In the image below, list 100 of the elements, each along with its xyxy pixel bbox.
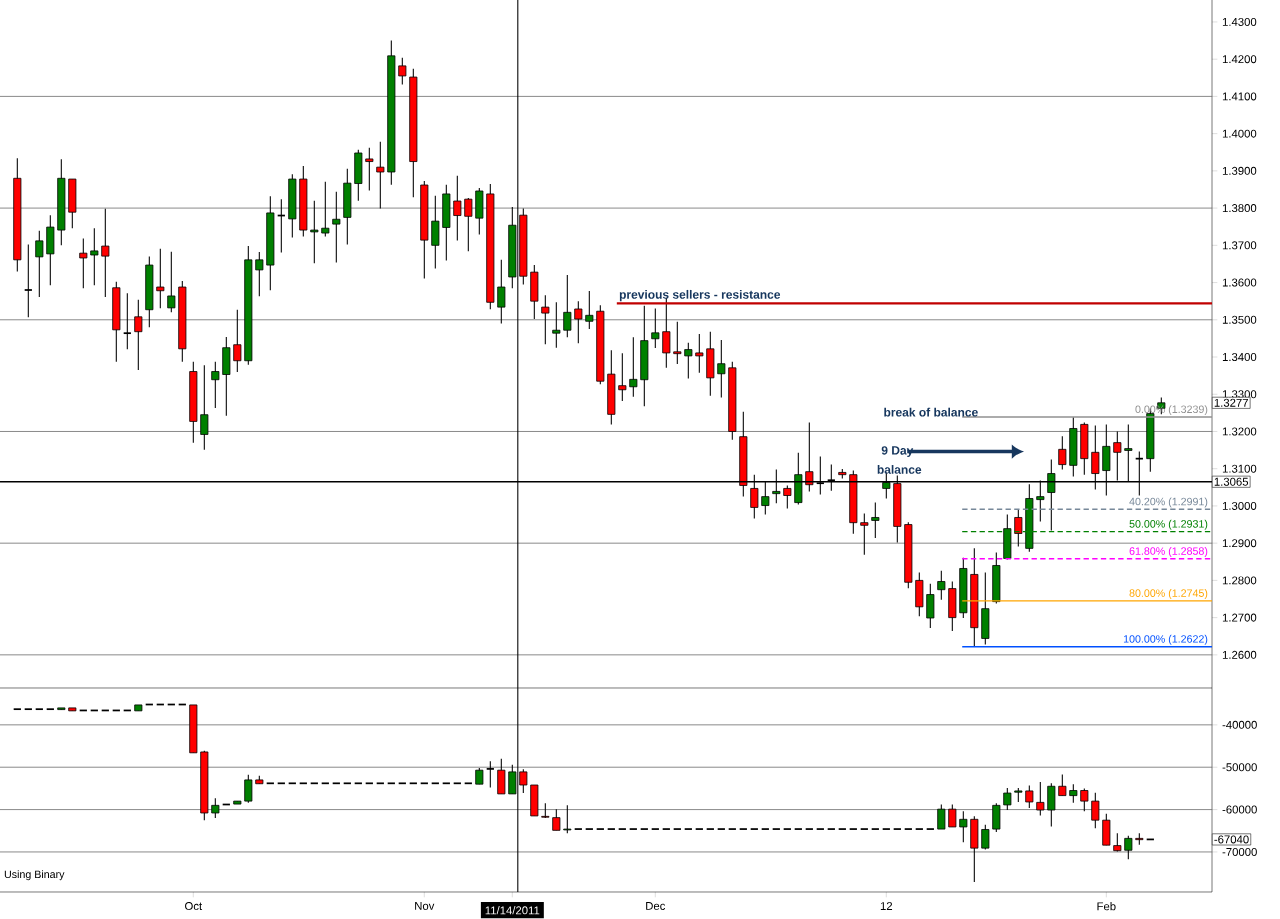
candlestick bbox=[244, 774, 253, 804]
y-tick-label: 1.2900 bbox=[1222, 539, 1257, 548]
candlestick bbox=[453, 175, 462, 242]
candlestick bbox=[860, 512, 869, 556]
y-tick-label: 1.3000 bbox=[1222, 501, 1257, 510]
ref-line-label: 1.3065 bbox=[1214, 477, 1249, 486]
x-tick-label: Feb bbox=[1097, 902, 1116, 911]
candlestick bbox=[684, 342, 693, 380]
candlestick bbox=[959, 810, 968, 843]
candlestick bbox=[497, 758, 506, 795]
y-tick-label: 1.4200 bbox=[1222, 55, 1257, 64]
candlestick bbox=[1003, 787, 1012, 811]
y-tick-label: 1.4000 bbox=[1222, 129, 1257, 138]
candlestick bbox=[376, 141, 385, 210]
ref-line-label: 40.20% (1.2991) bbox=[1129, 497, 1208, 508]
annotation: balance bbox=[877, 465, 922, 474]
candlestick bbox=[695, 333, 704, 374]
y-tick-label: 1.3200 bbox=[1222, 427, 1257, 436]
y-tick-label: -70000 bbox=[1222, 847, 1257, 856]
candlestick bbox=[618, 352, 627, 402]
candlestick bbox=[365, 147, 374, 192]
candlestick bbox=[552, 301, 561, 349]
candlestick bbox=[563, 804, 572, 834]
y-tick-label: 1.4100 bbox=[1222, 92, 1257, 101]
x-tick-label: 11/14/2011 bbox=[485, 906, 540, 915]
y-tick-label: -40000 bbox=[1222, 720, 1257, 729]
y-tick-label: 1.4300 bbox=[1222, 17, 1257, 26]
candlestick bbox=[200, 364, 209, 451]
y-tick-label: -60000 bbox=[1222, 805, 1257, 814]
y-tick-label: -50000 bbox=[1222, 763, 1257, 772]
ref-line-label: 100.00% (1.2622) bbox=[1123, 634, 1208, 645]
candlestick bbox=[1025, 784, 1034, 809]
y-tick-label: 1.3400 bbox=[1222, 353, 1257, 362]
annotation: break of balance bbox=[884, 407, 978, 417]
text: 1.3277 bbox=[1214, 398, 1248, 407]
candlestick bbox=[211, 361, 220, 409]
x-tick-label: Oct bbox=[185, 902, 203, 911]
candlestick bbox=[321, 181, 330, 237]
candlestick bbox=[541, 294, 550, 345]
candlestick bbox=[1047, 782, 1056, 828]
y-tick-label: 1.3700 bbox=[1222, 241, 1257, 250]
candlestick bbox=[211, 797, 220, 819]
y-tick-label: 1.2700 bbox=[1222, 613, 1257, 622]
candlestick bbox=[1014, 509, 1023, 548]
x-tick-label: Dec bbox=[646, 902, 666, 910]
candlestick bbox=[79, 238, 88, 289]
candlestick bbox=[233, 309, 242, 373]
candlestick bbox=[101, 208, 110, 298]
candlestick bbox=[574, 300, 583, 344]
candlestick bbox=[948, 803, 957, 828]
ref-line-label: 80.00% (1.2745) bbox=[1129, 589, 1208, 600]
candlestick bbox=[332, 191, 341, 263]
candlestick bbox=[717, 339, 726, 399]
candlestick bbox=[23, 244, 33, 318]
ref-line-label: 50.00% (1.2931) bbox=[1129, 519, 1208, 530]
candlestick bbox=[981, 824, 990, 850]
x-tick-label: Nov bbox=[415, 902, 435, 910]
y-tick-label: 1.3900 bbox=[1222, 166, 1257, 175]
y-tick-label: 1.3300 bbox=[1222, 390, 1257, 399]
candlestick bbox=[90, 227, 99, 286]
candlestick bbox=[937, 803, 946, 830]
candlestick bbox=[673, 321, 682, 365]
y-tick-label: 1.3100 bbox=[1222, 464, 1257, 473]
candlestick bbox=[35, 230, 44, 298]
candlestick bbox=[1113, 832, 1122, 853]
y-tick-label: 1.2600 bbox=[1222, 650, 1257, 659]
candlestick bbox=[1058, 435, 1067, 470]
candlestick bbox=[497, 259, 506, 325]
candlestick bbox=[1058, 773, 1067, 797]
candlestick bbox=[926, 583, 935, 629]
candlestick bbox=[552, 808, 561, 831]
candlestick bbox=[629, 336, 638, 398]
annotation: Using Binary bbox=[4, 870, 65, 881]
candlestick bbox=[156, 248, 165, 309]
candlestick bbox=[464, 197, 473, 252]
candlestick bbox=[1069, 783, 1078, 804]
candlestick bbox=[122, 292, 132, 350]
candlestick bbox=[134, 299, 143, 371]
candlestick bbox=[1091, 792, 1100, 829]
ref-line-label: 61.80% (1.2858) bbox=[1129, 546, 1208, 557]
candlestick bbox=[992, 802, 1001, 833]
candlestick bbox=[167, 251, 176, 313]
candlestick bbox=[1080, 787, 1089, 812]
candlestick bbox=[485, 760, 495, 789]
candlestick bbox=[563, 274, 572, 338]
candlestick bbox=[871, 502, 880, 539]
y-tick-label: 1.3800 bbox=[1222, 204, 1257, 213]
candlestick bbox=[783, 484, 792, 510]
text: -67040 bbox=[1214, 835, 1249, 844]
candlestick bbox=[651, 308, 660, 349]
candlestick bbox=[255, 251, 264, 297]
y-tick-label: 1.2800 bbox=[1222, 576, 1257, 585]
candlestick bbox=[398, 57, 407, 86]
y-tick-label: 1.3600 bbox=[1222, 278, 1257, 287]
x-tick-label: 12 bbox=[880, 902, 893, 910]
candlestick bbox=[1036, 781, 1045, 817]
candlestick bbox=[1124, 835, 1133, 860]
candlestick bbox=[310, 200, 319, 264]
candlestick bbox=[937, 570, 946, 601]
ref-line-label: previous sellers - resistance bbox=[619, 289, 781, 302]
